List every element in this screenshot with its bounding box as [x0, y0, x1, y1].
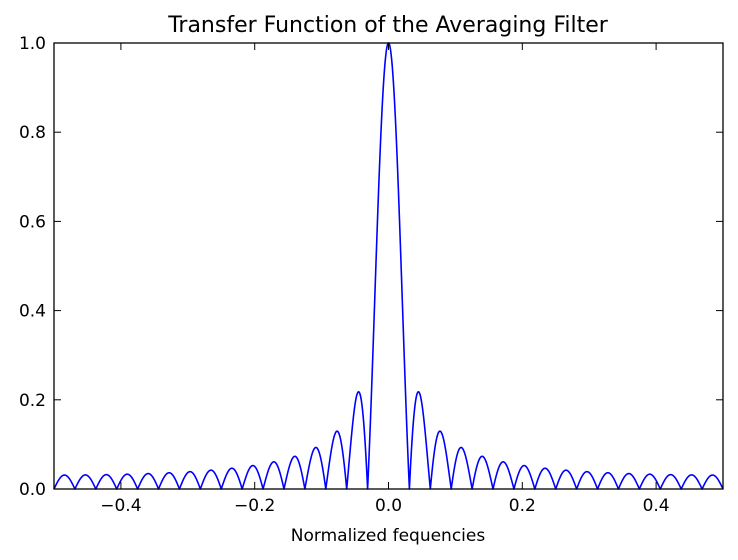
y-tick-label: 0.6	[19, 212, 46, 232]
x-tick-label: 0.2	[509, 496, 536, 516]
y-tick-label: 0.0	[19, 480, 46, 500]
x-tick-label: −0.2	[234, 496, 275, 516]
x-axis-label: Normalized fequencies	[291, 526, 486, 546]
x-tick-label: 0.4	[643, 496, 670, 516]
y-tick-label: 0.2	[19, 391, 46, 411]
y-axis-ticks: 0.0 0.2 0.4 0.6 0.8 1.0	[19, 34, 723, 500]
y-tick-label: 0.4	[19, 302, 46, 322]
x-tick-label: 0.0	[375, 496, 402, 516]
x-axis-ticks: −0.4 −0.2 0.0 0.2 0.4	[100, 43, 670, 516]
y-tick-label: 1.0	[19, 34, 46, 54]
series-line-0	[53, 42, 724, 490]
x-tick-label: −0.4	[100, 496, 141, 516]
series-layer	[53, 42, 724, 490]
chart-title: Transfer Function of the Averaging Filte…	[167, 13, 609, 38]
plot-frame	[53, 42, 724, 490]
plot-area: −0.4 −0.2 0.0 0.2 0.4 0.0 0.2 0.4 0.6 0.8 1.0	[19, 34, 724, 516]
y-tick-label: 0.8	[19, 123, 46, 143]
